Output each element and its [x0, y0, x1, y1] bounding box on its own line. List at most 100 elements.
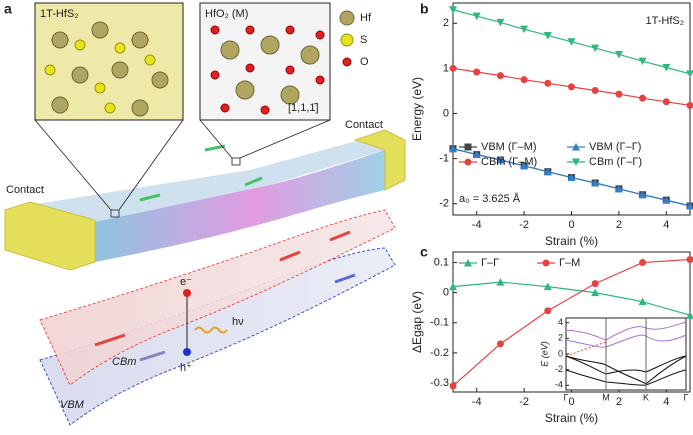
inset-label: 1T-HfS₂	[40, 8, 79, 20]
marker	[544, 307, 552, 315]
marker	[543, 167, 552, 176]
y-axis-label: Energy (eV)	[410, 77, 424, 141]
x-tick-label: 2	[616, 219, 622, 231]
marker	[449, 64, 457, 72]
annotation: a₀ = 3.625 Å	[459, 192, 521, 205]
marker	[686, 101, 693, 109]
x-axis-label: Strain (%)	[545, 411, 598, 425]
y-tick-label: 1	[443, 62, 449, 74]
marker	[572, 158, 580, 166]
marker	[638, 297, 647, 306]
marker	[472, 12, 481, 21]
inset-y-tick-label: -2	[555, 364, 563, 374]
inset-y-tick-label: 0	[558, 348, 563, 358]
marker	[496, 72, 504, 80]
inset-right	[199, 2, 331, 121]
marker	[449, 6, 457, 14]
marker	[591, 280, 599, 288]
marker	[662, 98, 670, 106]
y-tick-label: 0	[443, 287, 449, 299]
bar-top	[30, 140, 385, 222]
series-line	[452, 258, 691, 387]
marker	[449, 382, 457, 390]
marker	[464, 143, 472, 151]
marker	[638, 57, 647, 66]
marker	[572, 143, 580, 151]
bands	[565, 321, 687, 386]
electron-label: e⁻	[180, 276, 192, 288]
legend-atom	[339, 10, 355, 26]
panel-label: b	[420, 1, 429, 17]
electron	[183, 289, 191, 297]
marker	[496, 278, 505, 286]
marker	[542, 259, 550, 267]
band-label: CBm	[112, 356, 136, 368]
marker	[473, 68, 481, 76]
marker	[496, 155, 505, 164]
legend-atom	[342, 57, 352, 67]
marker	[686, 311, 693, 319]
inset-frame	[565, 317, 687, 391]
panel-label: a	[4, 1, 12, 17]
legend-label: VBM (Γ–Γ)	[589, 141, 641, 153]
inset-y-tick-label: 2	[558, 333, 563, 343]
atoms-left-s	[44, 39, 156, 114]
inset-y-tick-label: -4	[555, 380, 563, 390]
marker	[591, 178, 600, 187]
x-tick-label: 0	[568, 396, 574, 408]
atoms-right-o	[210, 25, 325, 115]
inset-x-label: Γ	[564, 392, 569, 402]
annotation: 1T-HfS₂	[646, 15, 685, 27]
vbm-sheet	[39, 247, 396, 426]
marker	[686, 256, 693, 264]
plot-frame	[452, 2, 691, 216]
marker	[639, 259, 647, 267]
inset-x-label: K	[643, 392, 649, 402]
y-tick-label: -0.3	[430, 377, 449, 389]
marker	[591, 288, 600, 297]
x-tick-label: -2	[519, 396, 529, 408]
marker	[662, 196, 671, 204]
atoms-right	[220, 35, 320, 105]
marker	[614, 50, 623, 59]
x-tick-label: 2	[616, 396, 622, 408]
contact-right	[353, 129, 406, 191]
inset-x-label: M	[602, 392, 610, 402]
x-axis-label: Strain (%)	[545, 234, 598, 248]
arrows	[94, 144, 356, 362]
marker	[496, 340, 504, 348]
atom-label: Hf	[360, 12, 372, 24]
marker	[686, 201, 693, 210]
contact-label: Contact	[345, 119, 383, 131]
legend-atom	[340, 33, 354, 47]
marker	[449, 144, 457, 153]
x-tick-label: 4	[663, 396, 669, 408]
series-line	[452, 281, 691, 316]
marker	[472, 150, 481, 159]
y-tick-label: -2	[439, 198, 449, 210]
marker	[464, 259, 472, 267]
marker	[639, 94, 647, 102]
marker	[591, 44, 600, 53]
marker	[686, 70, 693, 78]
direction-label: [1,1,1̄]	[288, 102, 319, 114]
inset-x-label: Γ	[684, 392, 689, 402]
legend-label: VBM (Γ–M)	[481, 141, 537, 153]
legend-label: Γ–M	[559, 257, 580, 269]
y-tick-label: -1	[439, 153, 449, 165]
bar-front	[95, 150, 385, 262]
marker	[544, 79, 552, 87]
legend-label: CBm (Γ–M)	[481, 156, 537, 168]
marker	[615, 90, 623, 98]
hole-label: h⁺	[180, 362, 192, 374]
hole	[183, 348, 191, 356]
x-tick-label: -4	[472, 396, 482, 408]
y-tick-label: 2	[443, 17, 449, 29]
illustration: a Contact Contact [1,1,1̄] Hf S O	[4, 1, 406, 426]
contact-left	[4, 201, 96, 271]
marker	[543, 282, 552, 291]
x-tick-label: -4	[472, 219, 482, 231]
marker	[520, 161, 529, 170]
marker	[591, 87, 599, 95]
photon	[194, 326, 228, 334]
